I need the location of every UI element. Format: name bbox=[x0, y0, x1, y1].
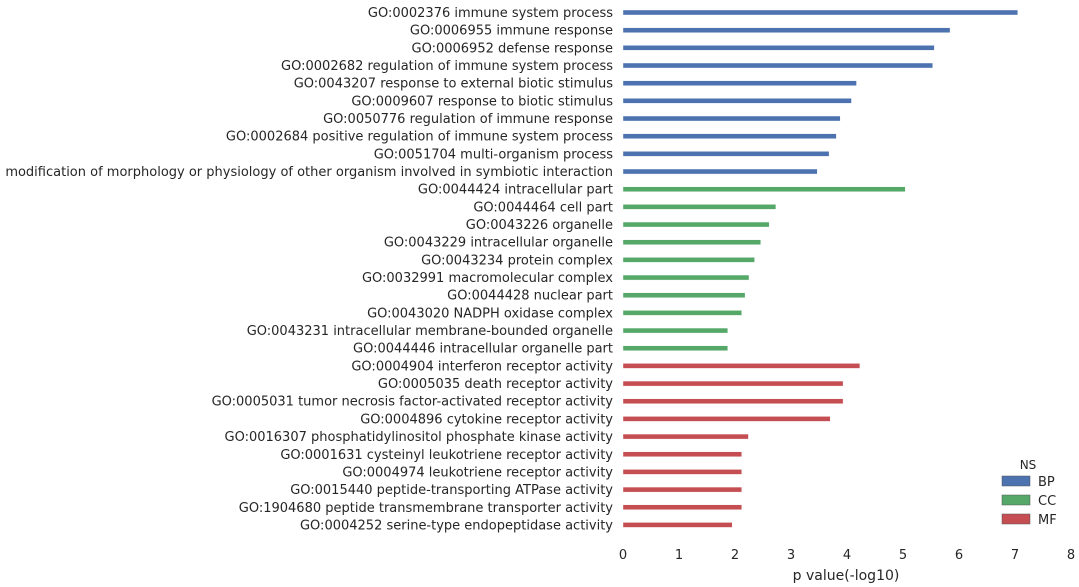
bar-bp bbox=[622, 98, 852, 104]
legend-swatch-mf bbox=[1001, 513, 1031, 525]
bar-cc bbox=[622, 257, 755, 263]
bar-bp bbox=[622, 62, 933, 69]
category-label: GO:0006955 immune response bbox=[410, 24, 613, 39]
legend-swatch-bp bbox=[1001, 475, 1031, 487]
x-axis-title: p value(-log10) bbox=[793, 568, 900, 584]
bar-cc bbox=[622, 292, 746, 298]
bar-bp bbox=[622, 80, 857, 86]
bar-cc bbox=[622, 221, 770, 228]
bar-cc bbox=[622, 239, 761, 245]
bar-cc bbox=[622, 345, 728, 351]
category-label: GO:0004252 serine-type endopeptidase act… bbox=[300, 518, 613, 533]
x-tick-label: 7 bbox=[1011, 548, 1019, 563]
x-tick-label: 3 bbox=[787, 548, 795, 563]
category-label: GO:0001631 cysteinyl leukotriene recepto… bbox=[280, 448, 613, 463]
x-axis: 0 1 2 3 4 5 6 7 8 bbox=[619, 548, 1075, 563]
x-tick-label: 0 bbox=[619, 548, 627, 563]
category-label: GO:0044446 intracellular organelle part bbox=[353, 342, 613, 357]
bars bbox=[622, 9, 1018, 528]
category-labels: GO:0002376 immune system process GO:00069… bbox=[0, 6, 613, 533]
category-label: GO:0043231 intracellular membrane-bounde… bbox=[247, 324, 613, 339]
category-label: GO:0051817 modification of morphology or… bbox=[0, 165, 613, 180]
bar-mf bbox=[622, 398, 844, 404]
category-label: GO:0005035 death receptor activity bbox=[378, 377, 613, 392]
bar-bp bbox=[622, 9, 1018, 16]
category-label: GO:0043229 intracellular organelle bbox=[384, 236, 613, 251]
category-label: GO:0043020 NADPH oxidase complex bbox=[367, 306, 613, 321]
category-label: GO:0002376 immune system process bbox=[368, 6, 613, 21]
legend-swatch-cc bbox=[1001, 494, 1031, 506]
category-label: GO:0044424 intracellular part bbox=[418, 183, 613, 198]
bar-bp bbox=[622, 27, 951, 33]
category-label: GO:0050776 regulation of immune response bbox=[323, 112, 613, 127]
x-tick-label: 1 bbox=[675, 548, 683, 563]
bar-mf bbox=[622, 469, 742, 475]
bar-mf bbox=[622, 433, 749, 440]
category-label: GO:0015440 peptide-transporting ATPase a… bbox=[290, 483, 613, 498]
bar-mf bbox=[622, 380, 844, 387]
bar-bp bbox=[622, 133, 837, 139]
bar-mf bbox=[622, 451, 742, 457]
category-label: GO:0016307 phosphatidylinositol phosphat… bbox=[225, 430, 614, 445]
legend-label-mf: MF bbox=[1038, 513, 1057, 528]
bar-bp bbox=[622, 151, 830, 157]
bar-cc bbox=[622, 274, 750, 281]
category-label: GO:0032991 macromolecular complex bbox=[362, 271, 613, 286]
category-label: GO:0005031 tumor necrosis factor-activat… bbox=[212, 395, 614, 410]
category-label: GO:0002684 positive regulation of immune… bbox=[226, 130, 613, 145]
x-tick-label: 6 bbox=[955, 548, 963, 563]
bar-mf bbox=[622, 522, 733, 528]
legend-title: NS bbox=[1020, 458, 1037, 472]
category-label: GO:0002682 regulation of immune system p… bbox=[281, 59, 613, 74]
category-label: GO:0044464 cell part bbox=[473, 200, 613, 215]
category-label: GO:0004974 leukotriene receptor activity bbox=[342, 465, 613, 480]
category-label: GO:0044428 nuclear part bbox=[447, 289, 613, 304]
category-label: GO:0009607 response to biotic stimulus bbox=[351, 94, 613, 109]
category-label: GO:0043207 response to external biotic s… bbox=[294, 77, 614, 92]
bar-mf bbox=[622, 416, 831, 422]
bar-cc bbox=[622, 186, 906, 192]
category-label: GO:1904680 peptide transmembrane transpo… bbox=[239, 501, 614, 516]
x-tick-label: 2 bbox=[731, 548, 739, 563]
bar-mf bbox=[622, 363, 861, 369]
bar-bp bbox=[622, 45, 935, 51]
category-label: GO:0004904 interferon receptor activity bbox=[351, 359, 613, 374]
category-label: GO:0006952 defense response bbox=[412, 41, 614, 56]
x-tick-label: 4 bbox=[843, 548, 851, 563]
legend-label-bp: BP bbox=[1038, 475, 1055, 490]
category-label: GO:0004896 cytokine receptor activity bbox=[360, 412, 613, 427]
x-tick-label: 5 bbox=[899, 548, 907, 563]
bar-bp bbox=[622, 168, 818, 175]
bar-mf bbox=[622, 504, 742, 510]
bar-cc bbox=[622, 310, 742, 316]
category-label: GO:0043226 organelle bbox=[466, 218, 613, 233]
legend: NS BP CC MF bbox=[1001, 458, 1057, 528]
category-label: GO:0051704 multi-organism process bbox=[374, 147, 614, 162]
bar-bp bbox=[622, 115, 841, 122]
bar-cc bbox=[622, 204, 777, 210]
bar-mf bbox=[622, 486, 742, 493]
category-label: GO:0043234 protein complex bbox=[421, 253, 613, 268]
legend-label-cc: CC bbox=[1038, 494, 1056, 509]
x-tick-label: 8 bbox=[1067, 548, 1075, 563]
bar-cc bbox=[622, 327, 728, 334]
